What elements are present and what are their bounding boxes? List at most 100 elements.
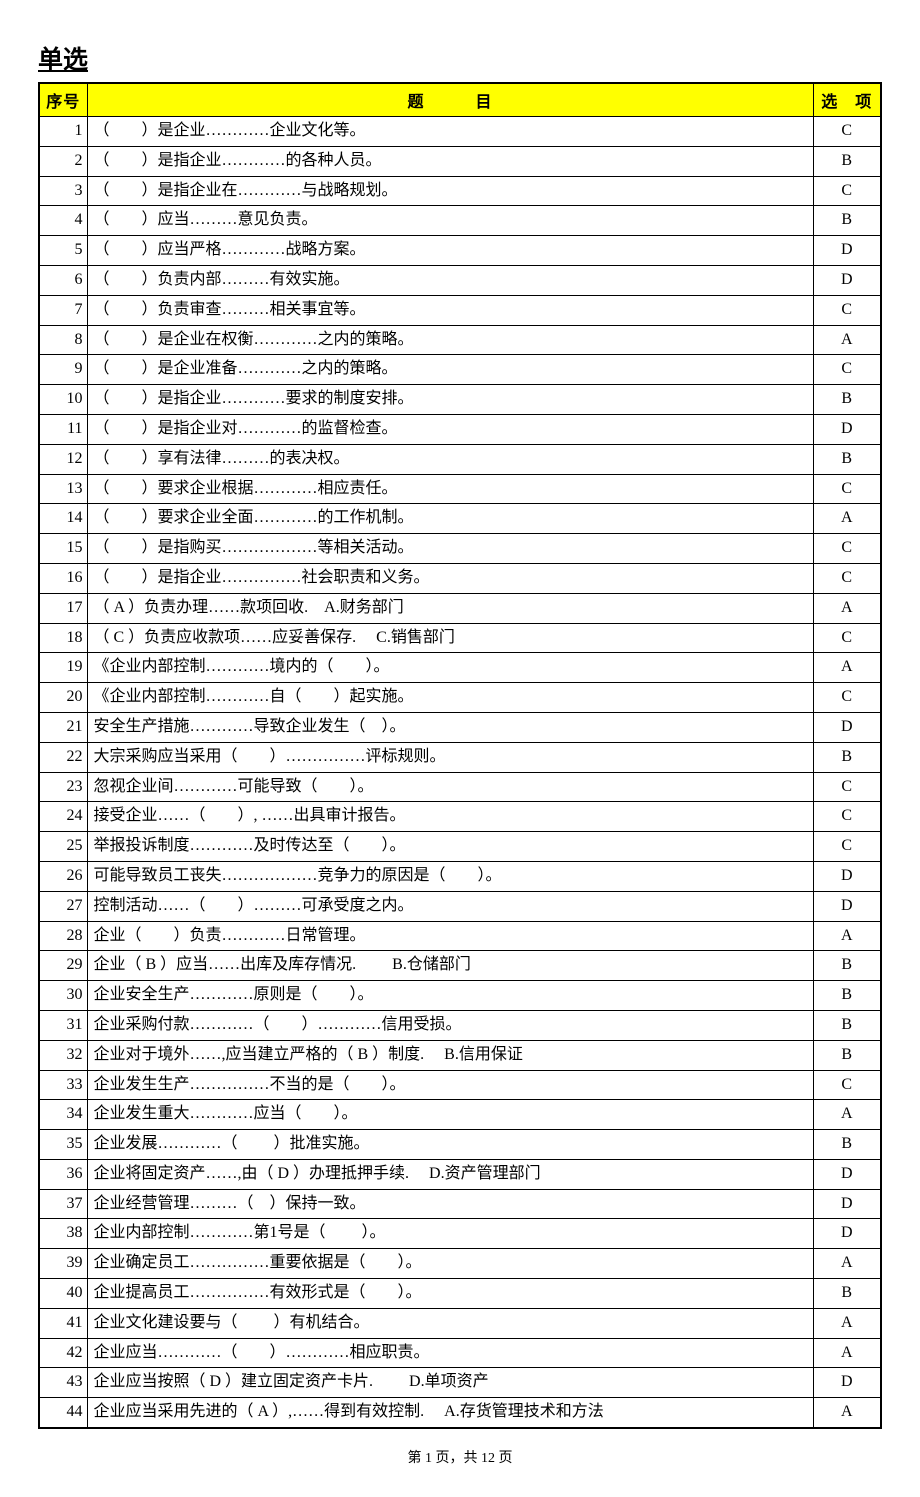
cell-num: 33	[39, 1070, 87, 1100]
table-row: 39企业确定员工……………重要依据是（ ）。A	[39, 1249, 881, 1279]
table-row: 43企业应当按照（ D ）建立固定资产卡片. D.单项资产D	[39, 1368, 881, 1398]
table-row: 13（ ）要求企业根据…………相应责任。C	[39, 474, 881, 504]
cell-num: 44	[39, 1398, 87, 1428]
cell-question: （ ）是企业…………企业文化等。	[87, 117, 813, 147]
cell-answer: A	[813, 504, 881, 534]
cell-answer: D	[813, 1189, 881, 1219]
table-row: 8（ ）是企业在权衡…………之内的策略。A	[39, 325, 881, 355]
question-table: 序号 题 目 选 项 1（ ）是企业…………企业文化等。C2（ ）是指企业…………	[38, 82, 882, 1429]
table-row: 15（ ）是指购买………………等相关活动。C	[39, 534, 881, 564]
cell-answer: C	[813, 1070, 881, 1100]
cell-num: 38	[39, 1219, 87, 1249]
table-row: 18（ C ）负责应收款项……应妥善保存. C.销售部门C	[39, 623, 881, 653]
cell-num: 17	[39, 593, 87, 623]
cell-question: 大宗采购应当采用（ ）……………评标规则。	[87, 742, 813, 772]
cell-question: （ ）要求企业全面…………的工作机制。	[87, 504, 813, 534]
cell-question: （ ）是指企业…………要求的制度安排。	[87, 385, 813, 415]
cell-answer: B	[813, 444, 881, 474]
cell-question: （ ）负责审查………相关事宜等。	[87, 295, 813, 325]
cell-num: 23	[39, 772, 87, 802]
cell-num: 32	[39, 1040, 87, 1070]
cell-answer: D	[813, 236, 881, 266]
cell-num: 42	[39, 1338, 87, 1368]
cell-answer: D	[813, 891, 881, 921]
table-row: 24接受企业……（ ）, ……出具审计报告。C	[39, 802, 881, 832]
cell-answer: C	[813, 295, 881, 325]
cell-question: 控制活动……（ ）………可承受度之内。	[87, 891, 813, 921]
cell-answer: B	[813, 742, 881, 772]
cell-num: 14	[39, 504, 87, 534]
table-row: 33企业发生生产……………不当的是（ ）。C	[39, 1070, 881, 1100]
cell-answer: D	[813, 712, 881, 742]
cell-answer: A	[813, 1398, 881, 1428]
table-row: 19《企业内部控制…………境内的（ ）。A	[39, 653, 881, 683]
cell-question: 企业发生重大…………应当（ ）。	[87, 1100, 813, 1130]
table-row: 34企业发生重大…………应当（ ）。A	[39, 1100, 881, 1130]
table-row: 42企业应当…………（ ）…………相应职责。A	[39, 1338, 881, 1368]
cell-num: 26	[39, 861, 87, 891]
table-row: 29企业（ B ）应当……出库及库存情况. B.仓储部门B	[39, 951, 881, 981]
table-row: 20《企业内部控制…………自（ ）起实施。C	[39, 683, 881, 713]
table-row: 9（ ）是企业准备…………之内的策略。C	[39, 355, 881, 385]
cell-answer: C	[813, 355, 881, 385]
cell-question: 接受企业……（ ）, ……出具审计报告。	[87, 802, 813, 832]
cell-num: 9	[39, 355, 87, 385]
cell-answer: D	[813, 1368, 881, 1398]
cell-question: 企业应当采用先进的（ A ）,……得到有效控制. A.存货管理技术和方法	[87, 1398, 813, 1428]
cell-num: 15	[39, 534, 87, 564]
cell-answer: A	[813, 1249, 881, 1279]
cell-answer: D	[813, 265, 881, 295]
cell-question: 企业内部控制…………第1号是（ ）。	[87, 1219, 813, 1249]
cell-question: 安全生产措施…………导致企业发生（ ）。	[87, 712, 813, 742]
cell-num: 27	[39, 891, 87, 921]
cell-num: 34	[39, 1100, 87, 1130]
cell-num: 13	[39, 474, 87, 504]
cell-num: 2	[39, 146, 87, 176]
cell-question: （ A ）负责办理……款项回收. A.财务部门	[87, 593, 813, 623]
table-row: 17（ A ）负责办理……款项回收. A.财务部门A	[39, 593, 881, 623]
cell-answer: A	[813, 921, 881, 951]
cell-num: 16	[39, 563, 87, 593]
cell-num: 1	[39, 117, 87, 147]
table-row: 10（ ）是指企业…………要求的制度安排。B	[39, 385, 881, 415]
cell-question: （ ）是指企业在…………与战略规划。	[87, 176, 813, 206]
cell-num: 6	[39, 265, 87, 295]
cell-answer: C	[813, 534, 881, 564]
table-row: 32企业对于境外……,应当建立严格的（ B ）制度. B.信用保证B	[39, 1040, 881, 1070]
table-row: 11（ ）是指企业对…………的监督检查。D	[39, 414, 881, 444]
cell-num: 24	[39, 802, 87, 832]
cell-answer: A	[813, 593, 881, 623]
table-row: 30企业安全生产…………原则是（ ）。B	[39, 981, 881, 1011]
table-row: 12（ ）享有法律………的表决权。B	[39, 444, 881, 474]
cell-answer: B	[813, 1010, 881, 1040]
cell-question: 《企业内部控制…………境内的（ ）。	[87, 653, 813, 683]
cell-answer: D	[813, 1219, 881, 1249]
cell-num: 41	[39, 1308, 87, 1338]
cell-answer: B	[813, 1130, 881, 1160]
cell-num: 5	[39, 236, 87, 266]
cell-question: 《企业内部控制…………自（ ）起实施。	[87, 683, 813, 713]
cell-question: 企业发生生产……………不当的是（ ）。	[87, 1070, 813, 1100]
cell-question: （ ）负责内部………有效实施。	[87, 265, 813, 295]
table-row: 6（ ）负责内部………有效实施。D	[39, 265, 881, 295]
cell-question: 企业应当按照（ D ）建立固定资产卡片. D.单项资产	[87, 1368, 813, 1398]
table-row: 40企业提高员工……………有效形式是（ ）。B	[39, 1279, 881, 1309]
cell-question: 企业安全生产…………原则是（ ）。	[87, 981, 813, 1011]
header-answer: 选 项	[813, 83, 881, 117]
table-row: 16（ ）是指企业……………社会职责和义务。C	[39, 563, 881, 593]
cell-num: 43	[39, 1368, 87, 1398]
cell-num: 35	[39, 1130, 87, 1160]
cell-question: （ C ）负责应收款项……应妥善保存. C.销售部门	[87, 623, 813, 653]
table-row: 14（ ）要求企业全面…………的工作机制。A	[39, 504, 881, 534]
cell-question: 忽视企业间…………可能导致（ ）。	[87, 772, 813, 802]
cell-answer: B	[813, 951, 881, 981]
cell-question: 企业（ ）负责…………日常管理。	[87, 921, 813, 951]
table-row: 2（ ）是指企业…………的各种人员。B	[39, 146, 881, 176]
table-row: 36企业将固定资产……,由（ D ）办理抵押手续. D.资产管理部门D	[39, 1159, 881, 1189]
cell-answer: C	[813, 563, 881, 593]
table-row: 1（ ）是企业…………企业文化等。C	[39, 117, 881, 147]
table-row: 28企业（ ）负责…………日常管理。A	[39, 921, 881, 951]
cell-num: 10	[39, 385, 87, 415]
cell-num: 11	[39, 414, 87, 444]
cell-num: 28	[39, 921, 87, 951]
